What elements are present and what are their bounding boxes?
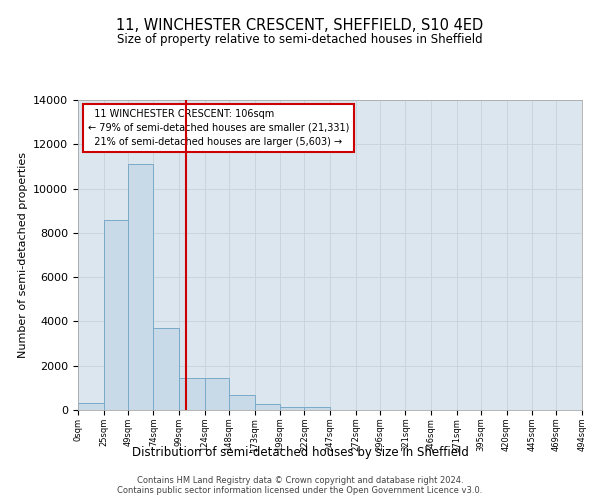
Bar: [205, 378, 229, 410]
Text: Distribution of semi-detached houses by size in Sheffield: Distribution of semi-detached houses by …: [131, 446, 469, 459]
Text: Size of property relative to semi-detached houses in Sheffield: Size of property relative to semi-detach…: [117, 32, 483, 46]
Text: 11, WINCHESTER CRESCENT, SHEFFIELD, S10 4ED: 11, WINCHESTER CRESCENT, SHEFFIELD, S10 …: [116, 18, 484, 32]
Bar: [254, 404, 280, 410]
Y-axis label: Number of semi-detached properties: Number of semi-detached properties: [17, 152, 28, 358]
Text: Contains HM Land Registry data © Crown copyright and database right 2024.: Contains HM Land Registry data © Crown c…: [137, 476, 463, 485]
Bar: [78, 404, 104, 410]
Bar: [179, 378, 205, 410]
Bar: [104, 220, 128, 410]
Bar: [128, 164, 154, 410]
Text: Contains public sector information licensed under the Open Government Licence v3: Contains public sector information licen…: [118, 486, 482, 495]
Text: 11 WINCHESTER CRESCENT: 106sqm
← 79% of semi-detached houses are smaller (21,331: 11 WINCHESTER CRESCENT: 106sqm ← 79% of …: [88, 109, 350, 147]
Bar: [304, 408, 330, 410]
Bar: [154, 328, 179, 410]
Bar: [280, 408, 304, 410]
Bar: [229, 394, 254, 410]
